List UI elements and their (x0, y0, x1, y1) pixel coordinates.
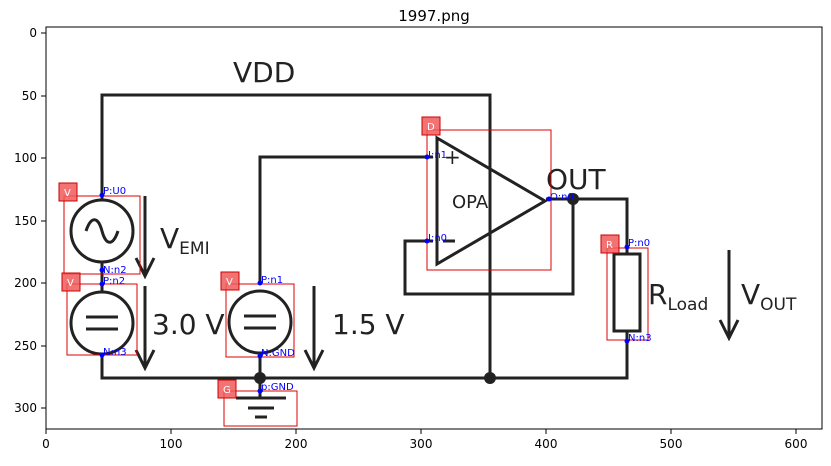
badge (220, 271, 240, 291)
badge (217, 379, 237, 399)
circuit-labels: VDD OUT VEMI 3.0 V 1.5 V RLoad VOUT (152, 56, 797, 341)
x-axis: 0 100 200 300 400 500 600 (42, 429, 807, 451)
badge (421, 116, 441, 136)
badge-label: V (226, 277, 233, 288)
vemi-label: VEMI (160, 222, 210, 259)
badge-label: V (64, 188, 71, 199)
x-tick-label: 100 (160, 437, 183, 451)
pin-label: P:n2 (103, 276, 125, 287)
badge (61, 272, 81, 292)
pin-label: O:n0 (550, 192, 574, 203)
rload-label: RLoad (648, 278, 708, 315)
v15-label: 1.5 V (332, 308, 405, 341)
y-tick-label: 100 (14, 151, 37, 165)
pin-label: N:GND (261, 348, 295, 359)
y-tick-label: 0 (29, 26, 37, 40)
x-tick-label: 600 (785, 437, 808, 451)
badge-label: R (606, 240, 613, 251)
ac-source-emi (69, 198, 135, 264)
opamp-label: OPA (452, 192, 489, 213)
annotation-ground: G p:GND (217, 379, 298, 427)
annotation-opamp: D I:n1 I:n0 O:n0 (421, 116, 574, 271)
opamp-symbol: + OPA (435, 135, 548, 267)
ground-symbol (236, 396, 286, 419)
badge-label: V (67, 278, 74, 289)
y-tick-label: 50 (22, 89, 37, 103)
pin-label: P:n0 (628, 238, 650, 249)
v30-label: 3.0 V (152, 308, 225, 341)
badge (600, 234, 620, 254)
junction-dots (254, 193, 579, 384)
badge-label: G (223, 385, 231, 396)
vdd-label: VDD (233, 56, 295, 89)
voltage-arrows (134, 196, 740, 372)
figure-title: 1997.png (398, 7, 470, 25)
annotation-v15: V P:n1 N:GND (220, 271, 295, 359)
pin-label: N:n3 (103, 347, 127, 358)
x-tick-label: 500 (660, 437, 683, 451)
pin-label: p:GND (261, 382, 294, 393)
pin-label: N:n3 (628, 333, 652, 344)
y-tick-label: 300 (14, 401, 37, 415)
x-tick-label: 200 (285, 437, 308, 451)
x-tick-label: 400 (535, 437, 558, 451)
pin-label: I:n0 (428, 233, 447, 244)
opamp-plus-sign: + (444, 145, 461, 169)
pin-label: N:n2 (103, 265, 127, 276)
y-tick-label: 250 (14, 339, 37, 353)
badge (58, 182, 78, 202)
annotation-resistor: R P:n0 N:n3 (600, 234, 652, 344)
x-tick-label: 300 (410, 437, 433, 451)
dc-source-1-5v (227, 289, 293, 355)
pin-label: I:n1 (428, 150, 447, 161)
y-tick-label: 150 (14, 214, 37, 228)
pin-label: P:n1 (261, 275, 283, 286)
circuit-wires (100, 93, 629, 398)
out-label: OUT (546, 163, 607, 196)
annotation-v3: V P:n2 N:n3 (61, 272, 138, 358)
x-tick-label: 0 (42, 437, 50, 451)
pin-label: P:U0 (103, 186, 126, 197)
y-tick-label: 200 (14, 276, 37, 290)
vout-label: VOUT (741, 278, 797, 315)
y-axis: 0 50 100 150 200 250 300 (14, 26, 46, 415)
annotation-vemi: V P:U0 N:n2 (58, 182, 141, 276)
badge-label: D (427, 122, 435, 133)
